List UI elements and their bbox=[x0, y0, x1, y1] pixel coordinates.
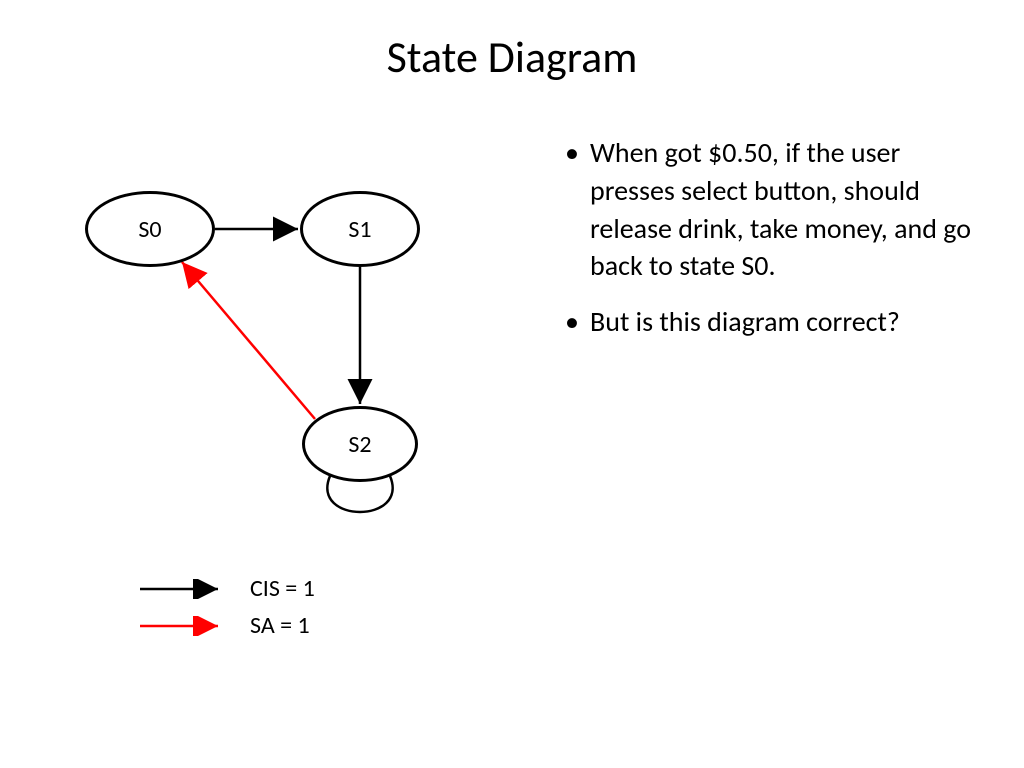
state-node-s1: S1 bbox=[300, 191, 420, 267]
page-title: State Diagram bbox=[0, 0, 1024, 104]
bullet-list: When got $0.50, if the user presses sele… bbox=[560, 134, 984, 341]
content-area: S0 S1 S2 CIS = 1 bbox=[0, 104, 1024, 654]
text-area: When got $0.50, if the user presses sele… bbox=[540, 104, 984, 654]
legend-arrow-black bbox=[140, 579, 230, 599]
state-label: S0 bbox=[138, 215, 161, 244]
legend: CIS = 1 SA = 1 bbox=[140, 574, 315, 648]
diagram-area: S0 S1 S2 CIS = 1 bbox=[40, 104, 540, 654]
state-label: S1 bbox=[348, 215, 371, 244]
state-diagram-svg bbox=[40, 104, 540, 654]
legend-label: CIS = 1 bbox=[250, 574, 315, 603]
bullet-item: But is this diagram correct? bbox=[560, 303, 984, 341]
legend-item-sa: SA = 1 bbox=[140, 611, 315, 640]
state-label: S2 bbox=[348, 430, 371, 459]
legend-label: SA = 1 bbox=[250, 611, 310, 640]
state-node-s0: S0 bbox=[85, 191, 215, 267]
legend-item-cis: CIS = 1 bbox=[140, 574, 315, 603]
bullet-item: When got $0.50, if the user presses sele… bbox=[560, 134, 984, 285]
legend-arrow-red bbox=[140, 616, 230, 636]
state-node-s2: S2 bbox=[302, 406, 418, 482]
edge-s2-s0 bbox=[182, 262, 315, 419]
